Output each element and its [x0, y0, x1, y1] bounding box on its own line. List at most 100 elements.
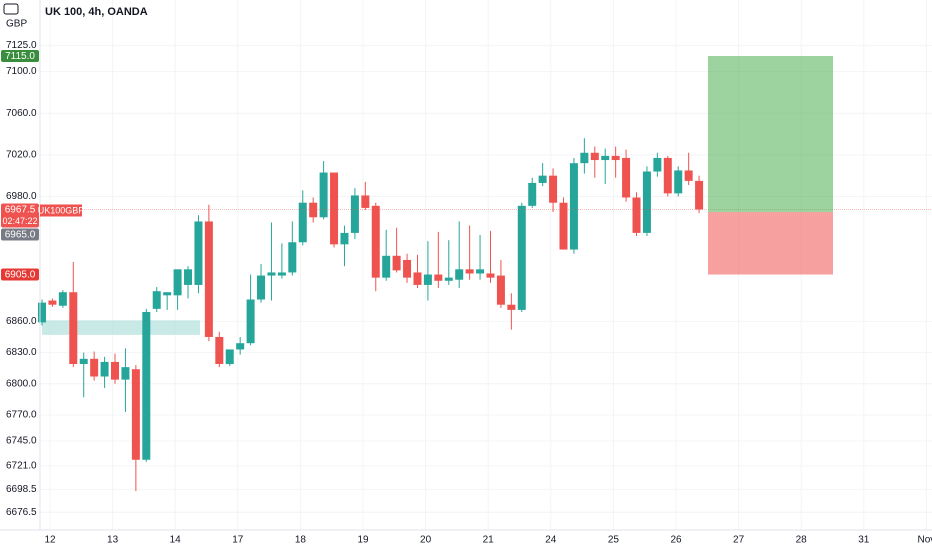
symbol-tag	[40, 204, 82, 217]
x-tick-label: 17	[232, 535, 244, 546]
candle-body	[684, 170, 693, 181]
candle-body	[559, 202, 568, 250]
price-badge-label: 6965.0	[5, 230, 36, 241]
candle-body	[517, 205, 526, 310]
price-badge-label: 6905.0	[5, 270, 36, 281]
candle-body	[538, 175, 547, 183]
candle-body	[622, 157, 631, 198]
y-tick-label: 6800.0	[6, 378, 37, 389]
zone	[42, 320, 200, 335]
x-tick-label: 24	[545, 535, 557, 546]
candle-body	[267, 272, 276, 276]
candle-body	[330, 172, 339, 245]
position-profit	[708, 55, 833, 213]
y-tick-label: 7125.0	[6, 40, 37, 51]
candle-body	[653, 157, 662, 172]
candle-body	[225, 349, 234, 365]
candle-body	[257, 275, 266, 300]
candle-body	[309, 202, 318, 218]
candle-body	[236, 343, 245, 350]
candle-body	[601, 155, 610, 161]
candle-body	[590, 152, 599, 161]
candle-body	[423, 274, 432, 285]
price-badge-label: 7115.0	[5, 51, 35, 62]
candle-body	[403, 259, 412, 278]
candle-body	[486, 273, 495, 278]
candle-body	[142, 311, 151, 460]
candle-body	[413, 272, 422, 285]
candle-body	[549, 175, 558, 203]
grid	[40, 0, 932, 530]
candle-body	[111, 361, 120, 380]
candle-body	[528, 182, 537, 206]
candle-body	[695, 180, 704, 210]
candle-body	[382, 255, 391, 278]
candle-body	[48, 300, 57, 305]
candle-body	[465, 269, 474, 274]
chart-title: UK 100, 4h, OANDA	[45, 6, 148, 18]
candle-body	[131, 369, 140, 460]
countdown: 02:47:22	[2, 216, 37, 226]
y-tick-label: 6980.0	[6, 191, 37, 202]
candle-body	[674, 170, 683, 194]
candle-body	[163, 292, 172, 296]
symbol-label: UK100GBP	[38, 205, 85, 215]
candle-body	[288, 242, 297, 273]
position-loss	[708, 212, 833, 275]
y-tick-label: 6698.5	[6, 484, 37, 495]
candle-body	[204, 221, 213, 337]
y-tick-label: 7020.0	[6, 149, 37, 160]
x-tick-label: 18	[295, 535, 307, 546]
candle-body	[496, 275, 505, 305]
candle-body	[277, 272, 286, 276]
candle-body	[184, 269, 193, 285]
x-tick-label: 19	[357, 535, 369, 546]
price-badge	[1, 203, 39, 228]
candle-body	[507, 304, 516, 310]
candle-body	[392, 255, 401, 271]
candle-body	[79, 358, 88, 365]
candle-body	[444, 277, 453, 281]
x-tick-label: 27	[733, 535, 745, 546]
candle-body	[632, 197, 641, 233]
price-badge	[1, 228, 39, 241]
candle-body	[90, 358, 99, 377]
y-tick-label: 6860.0	[6, 316, 37, 327]
candle-body	[642, 171, 651, 233]
x-tick-label: 31	[858, 535, 870, 546]
candle-body	[611, 155, 620, 161]
axes: 7125.0 7100.0 7060.0 7020.0 6980.0 6860.0 6830…	[6, 40, 932, 545]
x-tick-label: 21	[483, 535, 495, 546]
candle-body	[569, 163, 578, 250]
price-badge	[1, 49, 39, 62]
candle-body	[580, 152, 589, 164]
candle-body	[371, 205, 380, 278]
candle-body	[215, 336, 224, 365]
candle-body	[476, 269, 485, 274]
y-tick-label: 6745.0	[6, 436, 37, 447]
y-tick-label: 7100.0	[6, 66, 37, 77]
y-tick-label: 7060.0	[6, 108, 37, 119]
x-tick-label: 12	[44, 535, 56, 546]
y-tick-label: 6721.0	[6, 461, 37, 472]
y-tick-label: 6676.5	[6, 507, 37, 518]
candle-body	[361, 195, 370, 208]
y-tick-label: 6770.0	[6, 410, 37, 421]
candle-body	[69, 292, 78, 365]
x-tick-label: 14	[170, 535, 182, 546]
x-tick-label: 26	[670, 535, 682, 546]
x-tick-label: 25	[608, 535, 620, 546]
x-tick-label: 28	[796, 535, 808, 546]
candle-body	[663, 157, 672, 194]
candle-body	[298, 202, 307, 243]
menu-icon[interactable]	[3, 3, 19, 15]
x-tick-label: Nov	[918, 535, 932, 546]
candle-body	[58, 292, 67, 306]
candle-body	[121, 367, 130, 380]
x-tick-label: 13	[107, 535, 119, 546]
candle-body	[152, 291, 161, 309]
candle-body	[434, 274, 443, 281]
